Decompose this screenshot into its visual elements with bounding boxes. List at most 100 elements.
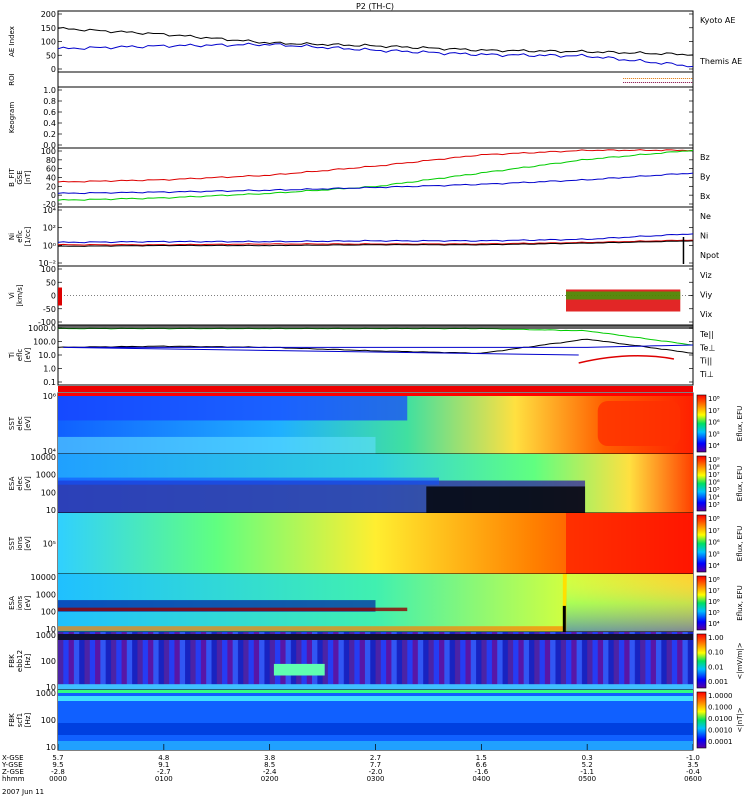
legend-entry: Ni (700, 232, 708, 241)
y-tick-label: 100 (41, 38, 56, 47)
legend-entry: Themis AE (699, 57, 742, 66)
x-tick-label: -2.4 (263, 768, 277, 776)
y-axis-label: [eV] (24, 536, 32, 551)
colorbar-tick: 10⁴ (708, 562, 720, 570)
x-tick-label: -2.7 (157, 768, 171, 776)
colorbar-tick: 10⁸ (708, 515, 720, 523)
colorbar-tick: 1.0000 (708, 692, 733, 700)
x-axis-row-label: Z-GSE (2, 768, 24, 776)
colorbar-tick: 10⁴ (708, 494, 720, 502)
y-tick-label: 10 (46, 683, 56, 692)
x-tick-label: 0400 (472, 775, 490, 783)
x-axis-row-label: Y-GSE (1, 761, 23, 769)
colorbar-tick: 0.1000 (708, 704, 733, 712)
y-tick-label: 100 (41, 488, 56, 497)
spectrogram-sst_e (58, 393, 693, 454)
y-axis-label: [nT] (24, 170, 32, 184)
spectrogram-esa_e (58, 454, 693, 513)
x-tick-label: 9.1 (158, 761, 169, 769)
y-tick-label: 0.4 (43, 119, 56, 128)
x-tick-label: 5.7 (52, 754, 63, 762)
x-tick-label: -1.6 (474, 768, 488, 776)
colorbar-tick: 10⁷ (708, 587, 720, 595)
spectrogram-sst_i (58, 513, 693, 574)
x-tick-label: -1.0 (686, 754, 700, 762)
y-axis-label: [Hz] (24, 713, 32, 728)
y-axis-label: Keogram (8, 102, 16, 133)
x-tick-label: 0300 (367, 775, 385, 783)
colorbar-tick: 1.00 (708, 634, 724, 642)
panel-ae: AE Index 200 150 100 50 0 Kyoto AE Themis AE (8, 10, 742, 74)
y-tick-label: 1000 (36, 631, 56, 640)
colorbar-tick: 10⁴ (708, 620, 720, 628)
plot-date: 2007 Jun 11 (2, 788, 44, 796)
y-axis-label: eflc (16, 230, 24, 243)
x-tick-label: 5.2 (582, 761, 593, 769)
spectrogram-fbk_b (58, 632, 694, 690)
x-tick-label: 7.7 (370, 761, 381, 769)
y-axis-label: [Hz] (24, 654, 32, 669)
colorbar-tick: 10⁶ (708, 419, 720, 427)
y-tick-label: 10⁵ (43, 540, 56, 549)
panel-roi: ROI (8, 71, 694, 88)
legend-entry: Te|| (699, 330, 714, 339)
x-tick-label: 3.8 (264, 754, 275, 762)
y-axis-label: ions (16, 536, 24, 551)
y-axis-label: [eV] (24, 476, 32, 491)
legend-entry: Viy (700, 291, 713, 300)
y-tick-label: 10000 (31, 573, 56, 582)
x-tick-label: 0100 (155, 775, 173, 783)
y-tick-label: 1000.0 (28, 324, 56, 333)
x-tick-label: 2.7 (370, 754, 381, 762)
x-tick-label: 0.3 (582, 754, 593, 762)
y-tick-label: -100 (38, 318, 56, 327)
y-tick-label: 100 (41, 265, 56, 274)
spectrogram-fbk_s (58, 690, 693, 750)
legend-entry: By (700, 173, 710, 182)
colorbar-tick: 10⁵ (708, 430, 720, 438)
x-axis-row-label: X-GSE (2, 754, 24, 762)
y-tick-label: 200 (41, 10, 56, 19)
y-tick-label: 100.0 (33, 338, 56, 347)
colorbar-tick: 0.10 (708, 649, 724, 657)
y-axis-label: Vi (8, 292, 16, 299)
legend-entry: Vix (700, 310, 713, 319)
y-tick-label: 1.0 (43, 86, 56, 95)
y-axis-label: GSE (16, 170, 24, 184)
y-tick-label: 100 (41, 608, 56, 617)
y-axis-label: SST (8, 536, 16, 550)
x-tick-label: -1.1 (580, 768, 594, 776)
legend-entry: Npot (700, 251, 719, 260)
colorbar-tick: 0.001 (708, 678, 728, 686)
x-tick-label: 0600 (684, 775, 702, 783)
x-tick-label: 6.6 (476, 761, 488, 769)
x-tick-label: 4.8 (158, 754, 169, 762)
y-axis-label: B_FIT (8, 167, 16, 186)
y-axis-label: ebb12 (16, 650, 24, 672)
y-axis-label: scf1 (16, 713, 24, 727)
colorbar-tick: 10⁸ (708, 395, 720, 403)
legend-entry: Ti|| (699, 357, 712, 366)
y-axis-label: FBK (8, 654, 16, 668)
y-axis-label: Ni (8, 233, 16, 240)
y-tick-label: 0.0 (43, 141, 56, 150)
x-tick-label: 9.5 (52, 761, 63, 769)
y-axis-label: SST (8, 416, 16, 430)
y-tick-label: 1000 (36, 590, 56, 599)
colorbar-label: Eflux, EFU (736, 526, 744, 561)
legend-entry: Viz (700, 271, 712, 280)
y-tick-label: 100 (41, 716, 56, 725)
y-tick-label: 10⁶ (43, 392, 56, 401)
y-axis-label: elec (16, 476, 24, 491)
colorbar-tick: 0.0010 (708, 727, 733, 735)
colorbar-tick: 0.0001 (708, 738, 733, 746)
y-axis-label: AE Index (8, 26, 16, 57)
colorbar-tick: 10⁴ (708, 442, 720, 450)
x-tick-label: 0500 (578, 775, 596, 783)
y-axis-label: ions (16, 595, 24, 610)
y-tick-label: 60 (46, 165, 56, 174)
colorbar-tick: 10⁹ (708, 456, 720, 464)
colorbar-label: Eflux, EFU (736, 585, 744, 620)
